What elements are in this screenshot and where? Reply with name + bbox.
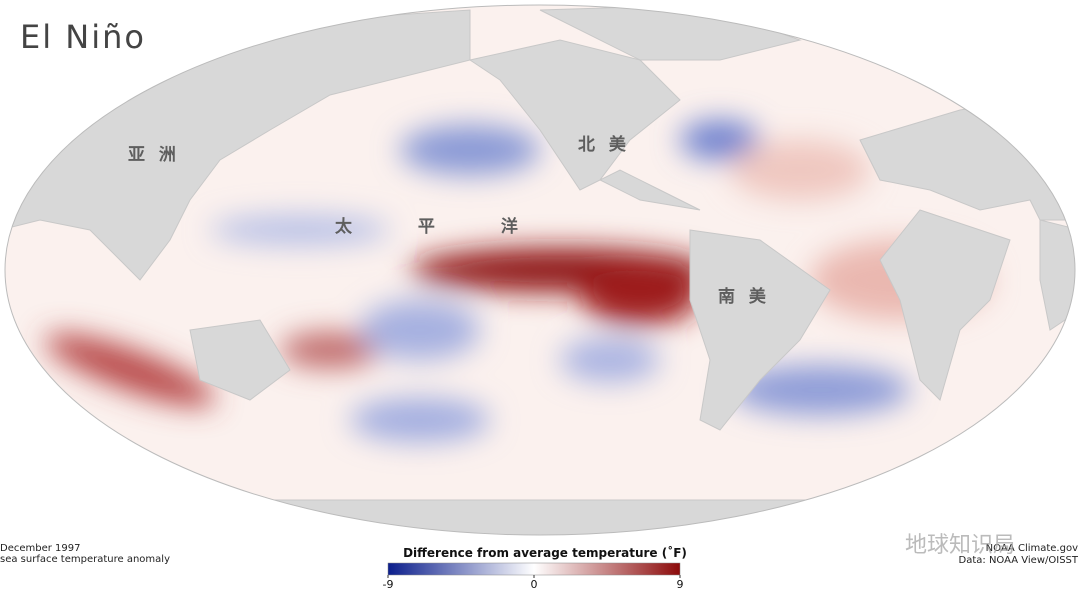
- date: December 1997: [0, 543, 80, 554]
- tick-label: 9: [677, 578, 684, 591]
- map-label: 太 平 洋: [335, 216, 548, 237]
- legend-title: Difference from average temperature (˚F): [403, 545, 687, 560]
- source: Data: NOAA View/OISST: [959, 555, 1079, 566]
- description: sea surface temperature anomaly: [0, 554, 170, 565]
- title: El Niño: [20, 18, 146, 56]
- credit: NOAA Climate.gov: [986, 543, 1078, 554]
- colorbar: [387, 562, 681, 576]
- tick-label: -9: [383, 578, 394, 591]
- legend: -9 0 9: [383, 562, 684, 591]
- tick-label: 0: [531, 578, 538, 591]
- map: [5, 5, 1075, 535]
- map-label: 北 美: [578, 134, 630, 155]
- map-label: 南 美: [718, 286, 770, 307]
- watermark: 地球知识局: [905, 533, 1015, 558]
- map-label: 亚 洲: [128, 145, 180, 165]
- globe-outline: [4, 4, 1076, 536]
